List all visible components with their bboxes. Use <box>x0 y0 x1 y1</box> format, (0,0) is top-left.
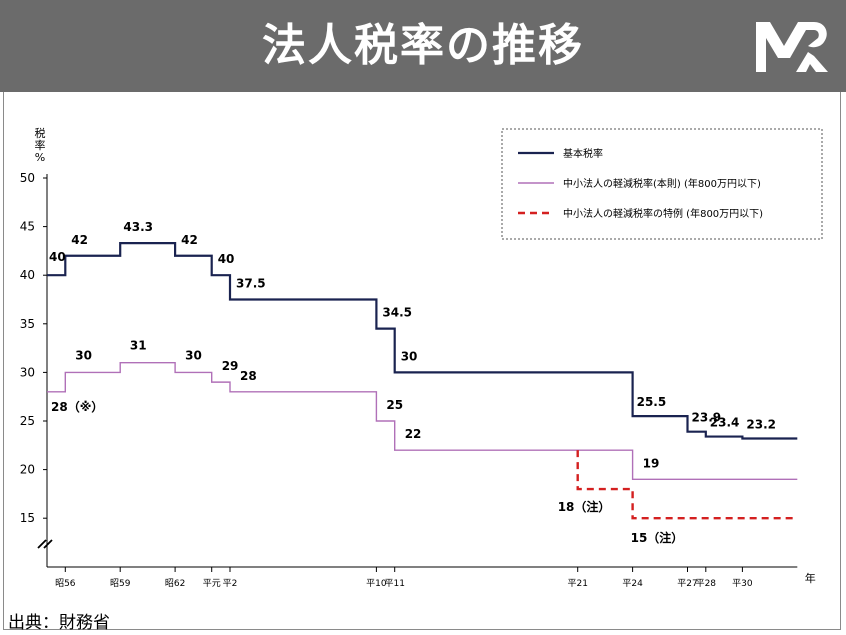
page-title: 法人税率の推移 <box>262 20 584 71</box>
data-label: 30 <box>185 348 202 362</box>
data-label: 30 <box>401 349 418 363</box>
y-tick-label: 35 <box>20 317 35 331</box>
data-label: 31 <box>130 339 147 353</box>
data-label: 25 <box>386 398 403 412</box>
data-label: 40 <box>49 250 66 264</box>
series-line-2 <box>576 450 798 520</box>
x-tick-label: 平元 <box>203 578 221 589</box>
x-tick-label: 昭56 <box>55 578 76 589</box>
x-tick-label: 平28 <box>696 578 717 589</box>
x-tick-label: 昭59 <box>110 578 131 589</box>
data-label: 28 <box>240 369 257 383</box>
y-tick-label: 45 <box>20 220 35 234</box>
y-tick-label: 30 <box>20 365 35 379</box>
data-label: 23.9 <box>692 411 722 425</box>
x-tick-label: 平24 <box>622 578 643 589</box>
axis-break-icon <box>37 539 53 549</box>
legend-entry: 中小法人の軽減税率の特例 (年800万円以下) <box>563 207 763 220</box>
x-axis-label: 年 <box>805 571 816 585</box>
data-label: 28（※） <box>51 399 103 414</box>
x-tick-label: 平10 <box>366 578 387 589</box>
legend-box <box>501 128 823 240</box>
x-tick-label: 平30 <box>732 578 753 589</box>
data-label: 29 <box>222 359 239 373</box>
y-tick-label: 20 <box>20 463 35 477</box>
y-tick-label: 25 <box>20 414 35 428</box>
data-label: 23.4 <box>710 416 740 430</box>
x-tick-label: 平2 <box>223 578 238 589</box>
data-label: 18（注） <box>558 499 611 514</box>
source-note: 出典：財務省 <box>8 613 110 633</box>
y-tick-label: 50 <box>20 171 35 185</box>
x-tick-label: 平21 <box>567 578 587 589</box>
x-tick-label: 平27 <box>677 578 697 589</box>
y-axis-label: 税 <box>35 126 46 140</box>
series-line-1 <box>47 361 798 481</box>
legend-entry: 中小法人の軽減税率(本則) (年800万円以下) <box>563 177 761 190</box>
chart-frame <box>3 92 841 630</box>
data-label: 42 <box>181 233 198 247</box>
y-tick-label: 15 <box>20 511 35 525</box>
data-label: 43.3 <box>123 220 153 234</box>
data-label: 40 <box>218 252 235 266</box>
data-label: 15（注） <box>631 530 684 545</box>
data-label: 25.5 <box>637 395 667 409</box>
data-label: 34.5 <box>382 306 412 320</box>
y-axis-label: % <box>35 151 45 164</box>
data-label: 23.2 <box>746 417 776 431</box>
data-label: 30 <box>75 348 92 362</box>
data-label: 37.5 <box>236 277 266 291</box>
x-tick-label: 平11 <box>384 578 404 589</box>
data-label: 19 <box>643 456 660 470</box>
government-logo-icon <box>756 22 828 72</box>
legend-entry: 基本税率 <box>563 147 603 160</box>
y-tick-label: 40 <box>20 268 35 282</box>
data-label: 22 <box>405 427 422 441</box>
header-banner <box>0 0 846 92</box>
series-line-0 <box>47 242 798 440</box>
data-label: 42 <box>71 233 88 247</box>
x-tick-label: 昭62 <box>165 578 185 589</box>
y-axis-label: 率 <box>35 138 46 152</box>
